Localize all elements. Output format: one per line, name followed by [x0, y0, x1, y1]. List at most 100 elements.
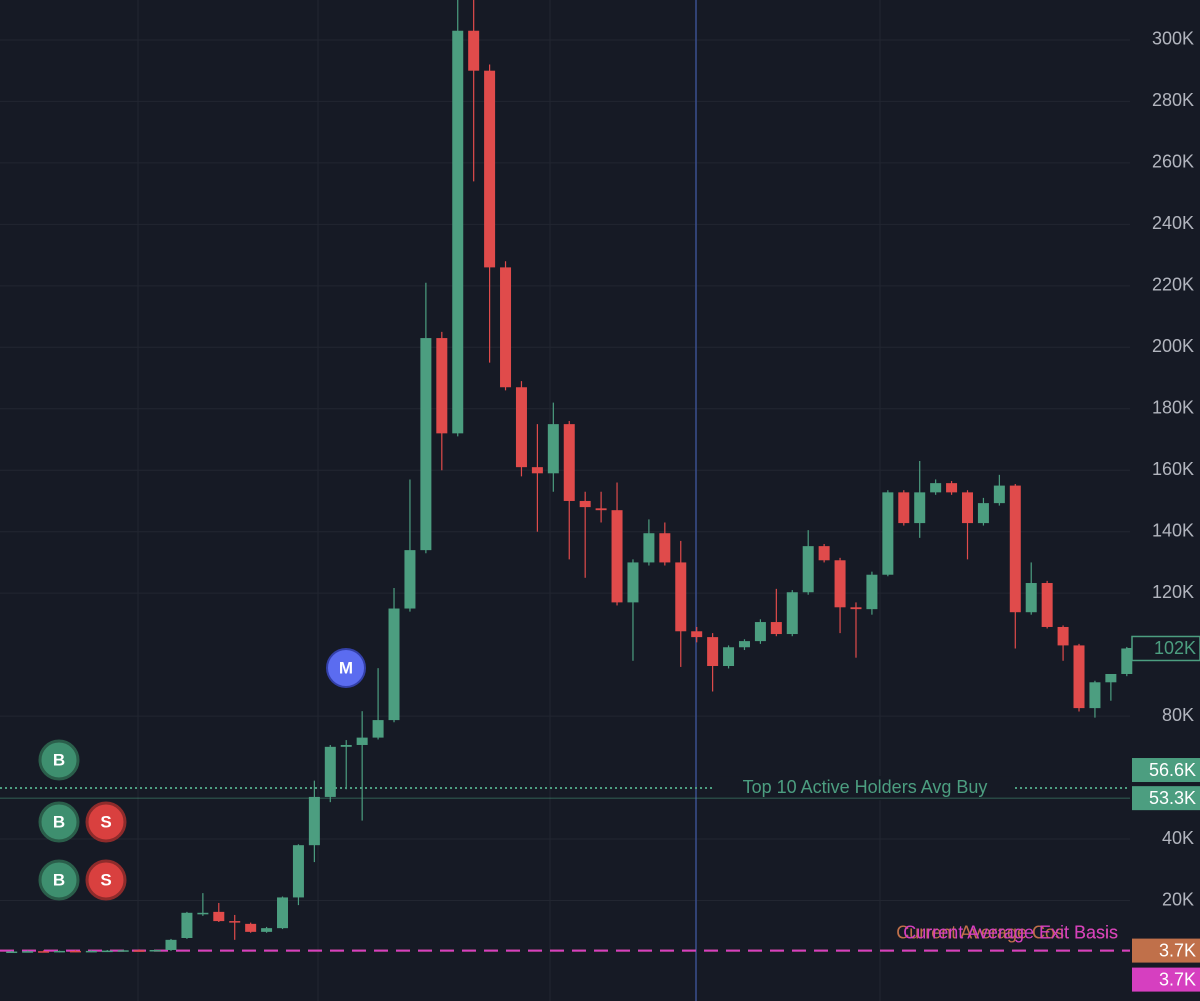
candle-body [69, 950, 81, 953]
marker: S [85, 859, 127, 901]
marker: B [38, 801, 80, 843]
y-tick-label: 240K [1152, 213, 1194, 233]
candle-body [930, 483, 942, 493]
y-tick-label: 120K [1152, 582, 1194, 602]
candle-body [802, 546, 814, 593]
candle-body [914, 492, 926, 524]
marker-label: S [100, 870, 111, 889]
y-tick-label: 280K [1152, 90, 1194, 110]
level-label: Current Average Exit Basis [903, 922, 1118, 942]
candle-body [866, 574, 878, 610]
candle-body [1121, 648, 1133, 674]
candle-body [531, 467, 543, 474]
candle-body [643, 533, 655, 563]
candle-body [977, 503, 989, 524]
candle-body [101, 950, 113, 953]
level-label: Current Average Cost Basis [896, 922, 1118, 942]
candle-body [595, 508, 607, 511]
candle-body [675, 562, 687, 632]
candle-body [356, 737, 368, 745]
y-tick-label: 140K [1152, 520, 1194, 540]
candle-body [245, 923, 257, 932]
candle-body [1089, 682, 1101, 709]
candle-body [882, 492, 894, 575]
candle-body [707, 637, 719, 667]
level-value-label: 56.6K [1149, 760, 1196, 780]
candle-body [1073, 645, 1085, 709]
candle-body [452, 30, 464, 434]
marker: B [38, 739, 80, 781]
marker-label: S [100, 812, 111, 831]
candle-body [723, 647, 735, 667]
candle-body [308, 796, 320, 846]
candle-body [85, 950, 97, 953]
candle-body [770, 622, 782, 635]
candle-body [468, 30, 480, 71]
candle-body [563, 424, 575, 501]
candle-body [388, 608, 400, 721]
level-label-bg [715, 776, 1015, 801]
candle-body [579, 500, 591, 508]
candle-body [1057, 626, 1069, 646]
y-tick-label: 200K [1152, 336, 1194, 356]
candle-body [133, 950, 145, 952]
candle-body [261, 928, 273, 932]
y-tick-label: 160K [1152, 459, 1194, 479]
candle-body [818, 546, 830, 561]
candle-body [22, 951, 34, 953]
marker: M [326, 648, 366, 688]
y-tick-label: 80K [1162, 705, 1194, 725]
candle-body [117, 950, 129, 952]
marker-label: M [339, 658, 353, 677]
marker: S [85, 801, 127, 843]
candle-body [165, 939, 177, 950]
level-value-label-box [1132, 758, 1200, 783]
candle-body [340, 744, 352, 747]
y-tick-label: 300K [1152, 29, 1194, 49]
level-value-label-box [1132, 938, 1200, 963]
y-tick-label: 20K [1162, 889, 1194, 909]
candle-body [500, 267, 512, 388]
level-label: Top 10 Active Holders Avg Buy [743, 777, 988, 797]
candle-body [1025, 583, 1037, 613]
candle-body [547, 424, 559, 474]
candle-body [627, 562, 639, 603]
candle-body [946, 483, 958, 493]
y-tick-label: 260K [1152, 152, 1194, 172]
candle-body [1105, 673, 1117, 683]
level-value-label-box [1132, 786, 1200, 811]
candle-body [691, 631, 703, 638]
y-tick-label: 220K [1152, 275, 1194, 295]
candle-body [436, 338, 448, 434]
marker-label: B [53, 750, 65, 769]
candle-body [515, 387, 527, 468]
candle-body [277, 897, 289, 929]
candle-body [197, 912, 209, 915]
candle-body [786, 592, 798, 635]
candle-body [659, 533, 671, 563]
candle-body [38, 951, 50, 953]
candle-body [181, 912, 193, 938]
candle-body [1009, 485, 1021, 613]
candle-body [484, 70, 496, 268]
candle-body [6, 951, 18, 954]
candle-body [898, 492, 910, 524]
candle-body [420, 338, 432, 551]
candle-body [1041, 583, 1053, 627]
candle-body [213, 911, 225, 922]
level-value-label-box [1132, 967, 1200, 992]
candle-body [324, 746, 336, 797]
level-value-label: 3.7K [1159, 969, 1196, 989]
candle-body [962, 492, 973, 524]
level-value-label: 3.7K [1159, 940, 1196, 960]
marker-label: B [53, 812, 65, 831]
candle-body [834, 560, 846, 608]
last-price-label: 102K [1154, 638, 1196, 658]
candle-body [229, 921, 241, 923]
candle-body [292, 845, 304, 898]
candle-body [149, 949, 161, 952]
y-tick-label: 180K [1152, 398, 1194, 418]
level-value-label: 53.3K [1149, 788, 1196, 808]
marker-label: B [53, 870, 65, 889]
